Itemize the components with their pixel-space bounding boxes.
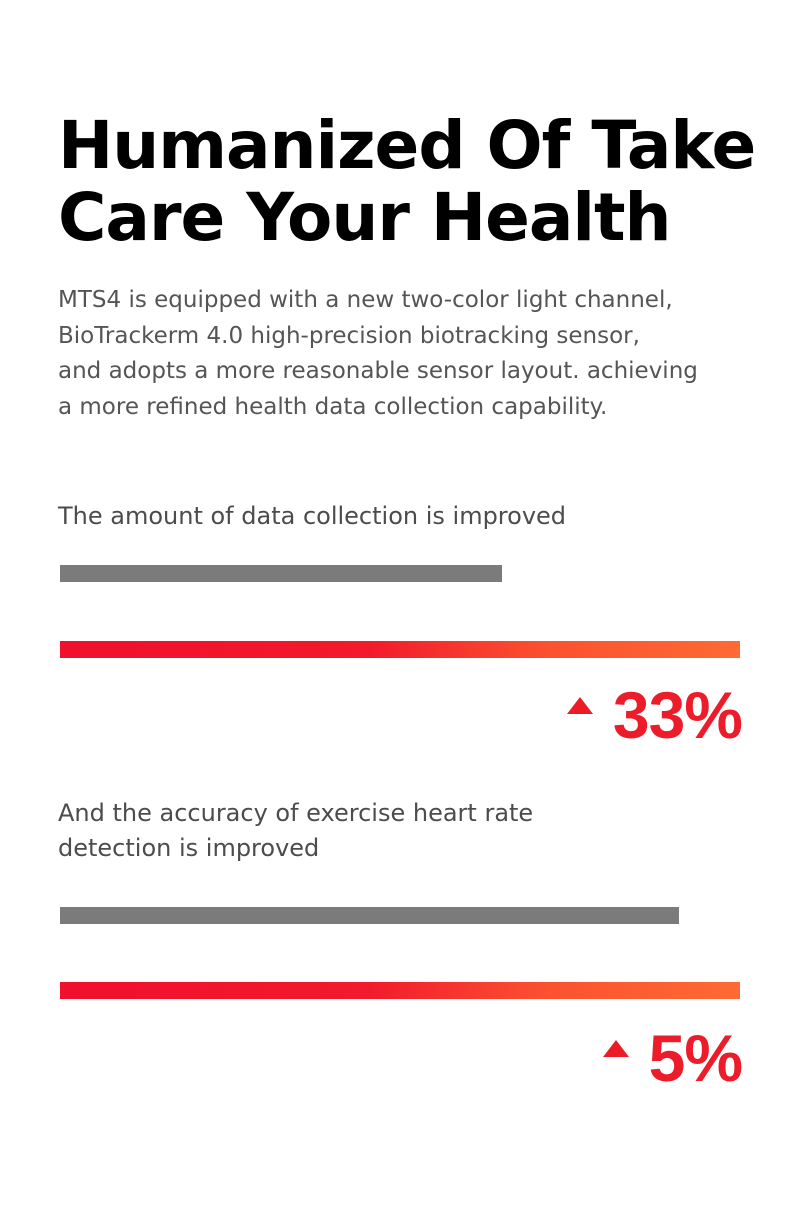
description: MTS4 is equipped with a new two-color li… — [58, 283, 783, 425]
increase-value: 33% — [612, 678, 743, 752]
increase-value: 5% — [648, 1021, 743, 1095]
comparison-label-heart-rate: And the accuracy of exercise heart rate … — [58, 796, 758, 866]
improved-bar-heart-rate — [60, 982, 740, 999]
comparison-label-line-1: The amount of data collection is improve… — [58, 502, 567, 530]
description-line-3: and adopts a more reasonable sensor layo… — [58, 358, 698, 384]
triangle-up-icon — [602, 1039, 629, 1057]
description-line-4: a more refined health data collection ca… — [58, 393, 608, 420]
title-line-1: Humanized Of Take — [58, 107, 756, 184]
comparison-label-data-collection: The amount of data collection is improve… — [58, 499, 758, 534]
description-line-2: BioTrackerm 4.0 high-precision biotracki… — [58, 322, 640, 349]
baseline-bar-data-collection — [60, 565, 502, 582]
page-title: Humanized Of Take Care Your Health — [58, 110, 778, 254]
description-line-1: MTS4 is equipped with a new two-color li… — [58, 287, 673, 313]
increase-badge-heart-rate: 5% — [602, 1021, 743, 1095]
triangle-up-icon — [566, 696, 593, 714]
baseline-bar-heart-rate — [60, 907, 679, 924]
increase-badge-data-collection: 33% — [566, 678, 743, 752]
comparison-label-line-1: And the accuracy of exercise heart rate — [58, 799, 534, 827]
title-line-2: Care Your Health — [58, 179, 672, 256]
improved-bar-data-collection — [60, 641, 740, 658]
comparison-label-line-2: detection is improved — [58, 834, 320, 862]
